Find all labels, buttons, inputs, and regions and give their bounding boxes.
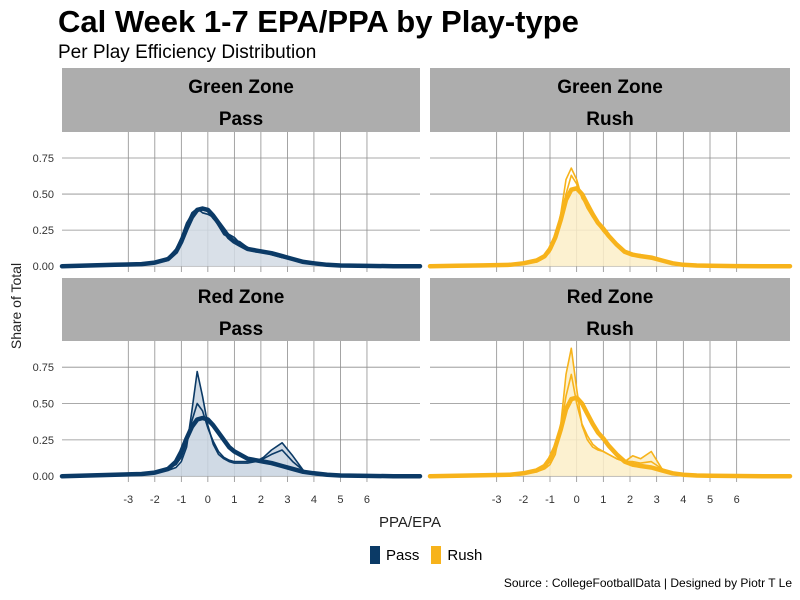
panel-3-density-line [59, 415, 423, 479]
panel-3-xtick-label-1: -2 [150, 494, 160, 506]
panel-3-ytick-label-0: 0.00 [33, 471, 54, 483]
legend-label-rush: Rush [447, 546, 483, 564]
panel-3-strip [62, 278, 420, 341]
panel-2-density-line [427, 186, 793, 269]
source-caption: Source : CollegeFootballData | Designed … [503, 576, 792, 590]
panel-4-xtick-label-1: -2 [518, 494, 528, 506]
panel-1-strip-zone: Green Zone [188, 77, 294, 98]
legend-label-pass: Pass [386, 546, 420, 564]
legend-item-pass: Pass [370, 546, 419, 564]
legend-item-rush: Rush [431, 546, 482, 564]
panel-2-strip-playtype: Rush [586, 109, 634, 130]
panel-1-strip-playtype: Pass [219, 109, 263, 130]
panel-3-xtick-label-0: -3 [123, 494, 133, 506]
panel-1-density-line [59, 206, 423, 269]
panel-4-xtick-label-0: -3 [492, 494, 502, 506]
panel-1-ytick-label-0: 0.00 [33, 261, 54, 273]
panel-3-xtick-label-2: -1 [176, 494, 186, 506]
panel-1-ytick-label-3: 0.75 [33, 153, 54, 165]
panel-1-ytick-label-2: 0.50 [33, 189, 54, 201]
panel-2-density-fill [430, 188, 790, 267]
panel-4-xtick-label-4: 1 [600, 494, 606, 506]
panel-3-xtick-label-9: 6 [364, 494, 370, 506]
panel-3-xtick-label-7: 4 [311, 494, 317, 506]
panel-3-density-fill [62, 371, 420, 477]
legend-key-rush [431, 546, 442, 564]
panel-4-density-line [427, 395, 793, 479]
panel-3-xtick-label-4: 1 [231, 494, 237, 506]
panel-4-xtick-label-7: 4 [680, 494, 686, 506]
panel-3-xtick-label-5: 2 [258, 494, 264, 506]
panel-4-xtick-label-2: -1 [545, 494, 555, 506]
panel-4-strip-zone: Red Zone [567, 287, 654, 308]
chart-subtitle: Per Play Efficiency Distribution [58, 42, 317, 63]
panel-4-strip [430, 278, 790, 341]
panel-3-xtick-label-8: 5 [337, 494, 343, 506]
panel-1-ytick-label-1: 0.25 [33, 225, 54, 237]
panel-4-strip-playtype: Rush [586, 319, 634, 340]
panel-3-ytick-label-1: 0.25 [33, 435, 54, 447]
panel-3-ytick-label-2: 0.50 [33, 399, 54, 411]
panel-4-xtick-label-3: 0 [574, 494, 580, 506]
legend: Pass Rush [370, 546, 494, 564]
panel-4-xtick-label-8: 5 [707, 494, 713, 506]
x-axis-label: PPA/EPA [379, 514, 441, 531]
panel-2-strip-zone: Green Zone [557, 77, 663, 98]
panel-3-xtick-label-3: 0 [205, 494, 211, 506]
panel-4-xtick-label-9: 6 [734, 494, 740, 506]
panel-4-xtick-label-6: 3 [654, 494, 660, 506]
panel-3-strip-playtype: Pass [219, 319, 263, 340]
panel-2-strip [430, 68, 790, 132]
chart-title: Cal Week 1-7 EPA/PPA by Play-type [58, 4, 579, 39]
panel-3-game-line-1 [61, 370, 420, 478]
panel-4-xtick-label-5: 2 [627, 494, 633, 506]
panel-3-ytick-label-3: 0.75 [33, 362, 54, 374]
legend-key-pass [370, 546, 380, 564]
panel-1-density-fill [62, 208, 420, 267]
panel-1-strip [62, 68, 420, 132]
y-axis-label: Share of Total [8, 262, 24, 350]
panel-3-xtick-label-6: 3 [284, 494, 290, 506]
panel-3-strip-zone: Red Zone [198, 287, 285, 308]
